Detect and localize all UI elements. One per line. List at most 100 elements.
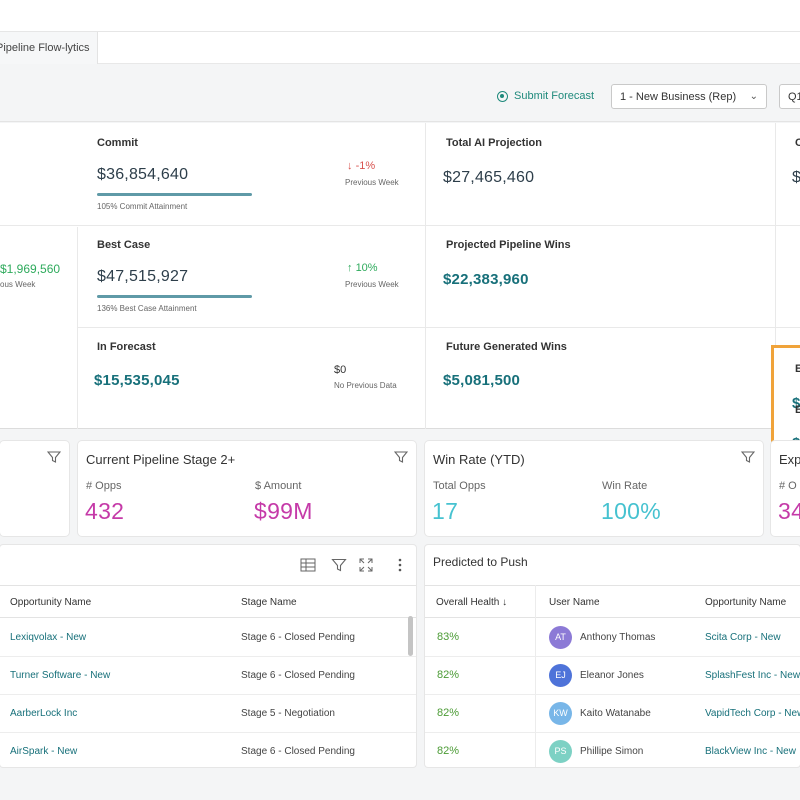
dashboard-toolbar: Submit Forecast 1 - New Business (Rep) ⌄… xyxy=(0,64,800,122)
more-options-icon[interactable] xyxy=(392,557,408,573)
health-cell: 82% xyxy=(437,669,460,681)
opportunities-table: Opportunity Name Stage Name Lexiqvolax -… xyxy=(0,545,416,767)
col-user-name[interactable]: User Name xyxy=(549,597,600,608)
right-partial-label-2: E xyxy=(795,363,800,375)
col-push-opportunity-name[interactable]: Opportunity Name xyxy=(705,597,787,608)
future-wins-value: $5,081,500 xyxy=(443,372,521,389)
win-rate-card: Win Rate (YTD) Total Opps 17 Win Rate 10… xyxy=(425,441,763,536)
in-forecast-label: In Forecast xyxy=(97,341,156,353)
commit-delta: ↓ -1% xyxy=(347,160,375,172)
commit-delta-sub: Previous Week xyxy=(345,178,399,187)
opps-value: 432 xyxy=(85,498,125,524)
avatar: KW xyxy=(549,702,572,725)
win-rate-title: Win Rate (YTD) xyxy=(433,452,525,467)
business-type-value: 1 - New Business (Rep) xyxy=(620,90,737,103)
opportunity-link[interactable]: Lexiqvolax - New xyxy=(10,632,87,643)
left-partial-sub: ous Week xyxy=(0,280,36,289)
health-cell: 82% xyxy=(437,745,460,757)
push-table-header: Overall Health ↓ User Name Opportunity N… xyxy=(425,585,800,618)
stage-cell: Stage 5 - Negotiation xyxy=(241,708,335,719)
right-partial-value-2: $ xyxy=(792,395,800,412)
target-icon xyxy=(497,90,508,102)
in-forecast-value: $15,535,045 xyxy=(94,372,180,389)
best-case-delta-sub: Previous Week xyxy=(345,280,399,289)
user-cell: Phillipe Simon xyxy=(580,746,644,757)
partial-card-left xyxy=(0,441,69,536)
divider xyxy=(425,123,426,429)
opportunities-table-header: Opportunity Name Stage Name xyxy=(0,585,416,618)
health-cell: 82% xyxy=(437,707,460,719)
commit-attainment: 105% Commit Attainment xyxy=(97,202,188,211)
avatar: EJ xyxy=(549,664,572,687)
win-rate-label: Win Rate xyxy=(602,480,648,492)
in-forecast-prev-value: $0 xyxy=(334,364,347,376)
best-case-value: $47,515,927 xyxy=(97,268,189,285)
divider xyxy=(0,225,77,226)
col-opportunity-name[interactable]: Opportunity Name xyxy=(10,597,92,608)
total-ai-value: $27,465,460 xyxy=(443,169,535,186)
filter-icon[interactable] xyxy=(331,557,347,573)
table-row[interactable]: AirSpark - New Stage 6 - Closed Pending xyxy=(0,733,416,767)
commit-label: Commit xyxy=(97,137,138,149)
total-opps-label: Total Opps xyxy=(433,480,486,492)
opportunity-link[interactable]: AarberLock Inc xyxy=(10,708,78,719)
health-cell: 83% xyxy=(437,631,460,643)
tab-bar: Pipeline Flow-lytics xyxy=(0,32,800,64)
chevron-down-icon: ⌄ xyxy=(749,91,758,102)
exp-title: Exp xyxy=(779,452,800,467)
predicted-to-push-table: Predicted to Push Overall Health ↓ User … xyxy=(425,545,800,767)
left-partial-value: $1,969,560 xyxy=(0,262,61,276)
table-row[interactable]: 82% KW Kaito Watanabe VapidTech Corp - N… xyxy=(425,695,800,733)
divider xyxy=(775,123,776,429)
in-forecast-prev-sub: No Previous Data xyxy=(334,381,397,390)
table-scrollbar[interactable] xyxy=(408,616,413,656)
arrow-down-icon: ↓ xyxy=(347,160,356,172)
table-row[interactable]: Turner Software - New Stage 6 - Closed P… xyxy=(0,657,416,695)
table-row[interactable]: Lexiqvolax - New Stage 6 - Closed Pendin… xyxy=(0,619,416,657)
user-cell: Anthony Thomas xyxy=(580,632,656,643)
stage-cell: Stage 6 - Closed Pending xyxy=(241,632,355,643)
projected-wins-value: $22,383,960 xyxy=(443,271,529,288)
expand-icon[interactable] xyxy=(358,557,374,573)
opportunity-link[interactable]: BlackView Inc - New xyxy=(705,746,796,757)
exp-label: # O xyxy=(779,480,797,492)
business-type-select[interactable]: 1 - New Business (Rep) ⌄ xyxy=(611,84,767,109)
period-value: Q1 xyxy=(788,90,800,103)
opportunity-link[interactable]: SplashFest Inc - New xyxy=(705,670,800,681)
col-stage-name[interactable]: Stage Name xyxy=(241,597,297,608)
right-partial-label-3: E xyxy=(795,404,800,416)
avatar: AT xyxy=(549,626,572,649)
tab-pipeline-flowlytics[interactable]: Pipeline Flow-lytics xyxy=(0,32,98,64)
stage-cell: Stage 6 - Closed Pending xyxy=(241,670,355,681)
col-overall-health[interactable]: Overall Health ↓ xyxy=(436,597,508,608)
best-case-attainment: 136% Best Case Attainment xyxy=(97,304,197,313)
amount-value: $99M xyxy=(254,498,313,524)
submit-forecast-button[interactable]: Submit Forecast xyxy=(497,88,594,104)
opportunity-link[interactable]: AirSpark - New xyxy=(10,746,78,757)
arrow-up-icon: ↑ xyxy=(347,262,356,274)
exp-value: 34 xyxy=(778,498,800,524)
total-ai-label: Total AI Projection xyxy=(446,137,542,149)
amount-label: $ Amount xyxy=(255,480,302,492)
divider xyxy=(535,585,536,767)
table-row[interactable]: 82% EJ Eleanor Jones SplashFest Inc - Ne… xyxy=(425,657,800,695)
commit-value: $36,854,640 xyxy=(97,166,189,183)
divider xyxy=(77,227,78,429)
avatar: PS xyxy=(549,740,572,763)
filter-icon[interactable] xyxy=(394,450,408,464)
user-cell: Kaito Watanabe xyxy=(580,708,651,719)
table-row[interactable]: AarberLock Inc Stage 5 - Negotiation xyxy=(0,695,416,733)
filter-icon[interactable] xyxy=(47,450,61,464)
opportunity-link[interactable]: Turner Software - New xyxy=(10,670,111,681)
projected-wins-label: Projected Pipeline Wins xyxy=(446,239,571,251)
table-view-icon[interactable] xyxy=(300,557,316,573)
opportunity-link[interactable]: Scita Corp - New xyxy=(705,632,781,643)
best-case-label: Best Case xyxy=(97,239,151,251)
win-rate-value: 100% xyxy=(601,498,662,524)
divider xyxy=(77,225,800,226)
table-row[interactable]: 82% PS Phillipe Simon BlackView Inc - Ne… xyxy=(425,733,800,767)
opportunity-link[interactable]: VapidTech Corp - New xyxy=(705,708,800,719)
period-select[interactable]: Q1 xyxy=(779,84,800,109)
table-row[interactable]: 83% AT Anthony Thomas Scita Corp - New xyxy=(425,619,800,657)
filter-icon[interactable] xyxy=(741,450,755,464)
